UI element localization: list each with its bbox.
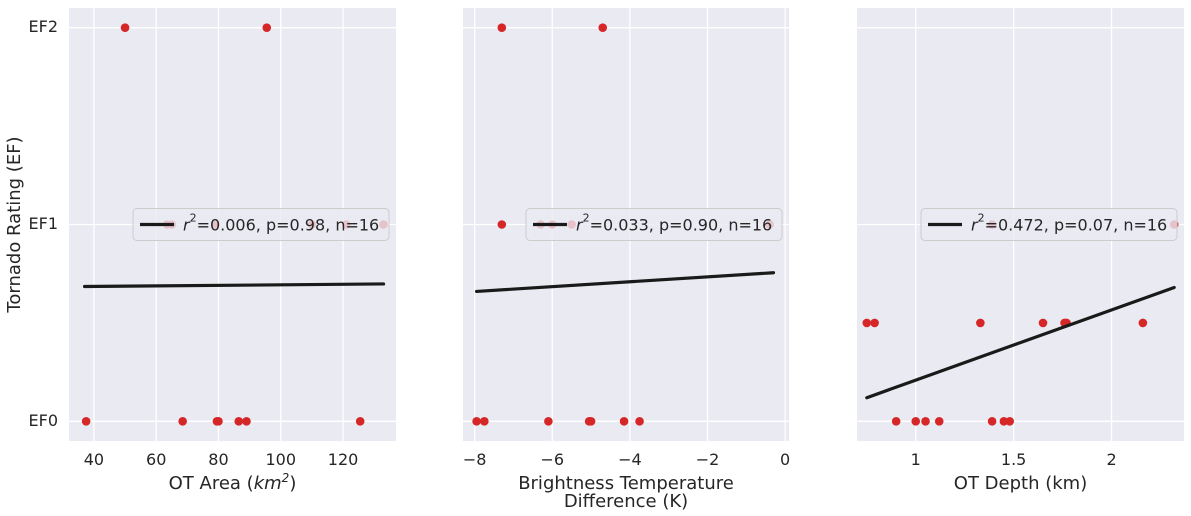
x-tick-label-3: 100 xyxy=(265,450,296,469)
data-point xyxy=(921,417,930,426)
y-tick-label-0: EF0 xyxy=(29,411,59,430)
x-tick-label-1: 1.5 xyxy=(1001,450,1026,469)
data-point xyxy=(911,417,921,426)
x-tick-label-2: 80 xyxy=(208,450,228,469)
x-tick-label-1: 60 xyxy=(146,450,166,469)
x-axis-label-3: OT Depth (km) xyxy=(954,473,1087,494)
legend: r2=0.472, p=0.07, n=16 xyxy=(920,208,1178,241)
legend-label-1: r2=0.006, p=0.98, n=16 xyxy=(183,212,379,235)
regression-line xyxy=(82,282,386,289)
data-point xyxy=(178,417,187,426)
x-tick-label-0: −8 xyxy=(463,450,487,469)
y-tick-label-1: EF1 xyxy=(29,214,59,233)
subplot-1: 40 60 80 100 120 EF0 EF1 EF2 r2=0.006, p=0.98, n… xyxy=(4,8,396,494)
data-point xyxy=(586,417,596,426)
data-point xyxy=(987,417,997,426)
y-axis-label: Tornado Rating (EF) xyxy=(4,136,25,313)
x-tick-label-2: 2 xyxy=(1106,450,1116,469)
regression-line xyxy=(865,285,1176,400)
x-tick-label-0: 40 xyxy=(84,450,104,469)
subplot-3: 1 1.5 2 r2=0.472, p=0.07, n=16 OT Depth (km) xyxy=(857,8,1184,494)
x-tick-label-1: −6 xyxy=(540,450,564,469)
data-point xyxy=(999,417,1009,426)
data-point xyxy=(870,318,879,328)
data-point xyxy=(480,417,489,426)
data-point xyxy=(976,318,985,328)
data-point xyxy=(934,417,944,426)
legend: r2=0.006, p=0.98, n=16 xyxy=(132,208,390,241)
data-point xyxy=(242,417,251,426)
x-tick-label-0: 1 xyxy=(911,450,921,469)
x-tick-label-4: 0 xyxy=(780,450,790,469)
data-point xyxy=(1138,318,1148,328)
data-point xyxy=(497,220,507,229)
data-point xyxy=(214,417,223,426)
data-point xyxy=(1038,318,1048,328)
x-tick-label-3: −2 xyxy=(696,450,720,469)
y-tick-label-2: EF2 xyxy=(29,17,59,36)
legend-label-3: r2=0.472, p=0.07, n=16 xyxy=(971,212,1167,235)
legend: r2=0.033, p=0.90, n=16 xyxy=(525,208,783,241)
subplot-2: −8 −6 −4 −2 0 r2=0.033, p=0.90, n=16 Brightnes… xyxy=(463,8,790,512)
legend-box xyxy=(920,208,1178,241)
data-point xyxy=(1005,417,1015,426)
data-point xyxy=(544,417,553,426)
data-point xyxy=(81,417,91,426)
x-tick-label-2: −4 xyxy=(618,450,642,469)
data-point xyxy=(262,23,272,32)
data-point xyxy=(472,417,481,426)
x-axis-label-1: OT Area (km2) xyxy=(169,471,297,494)
legend-label-2: r2=0.033, p=0.90, n=16 xyxy=(576,212,772,235)
data-point xyxy=(862,318,872,328)
data-point xyxy=(497,23,507,32)
legend-box xyxy=(132,208,390,241)
x-axis-label-2-line-1: Difference (K) xyxy=(564,491,688,512)
data-point xyxy=(619,417,629,426)
x-tick-label-4: 120 xyxy=(328,450,359,469)
x-axis-label-2-line-0: Brightness Temperature xyxy=(518,473,734,494)
regression-line xyxy=(474,271,776,294)
data-point xyxy=(891,417,901,426)
legend-box xyxy=(525,208,783,241)
data-point xyxy=(635,417,644,426)
data-point xyxy=(598,23,608,32)
data-point xyxy=(234,417,244,426)
data-point xyxy=(120,23,130,32)
data-point xyxy=(355,417,365,426)
